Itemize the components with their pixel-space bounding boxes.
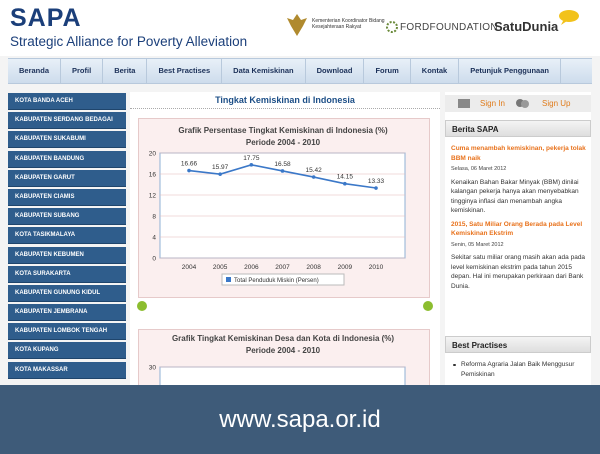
sidebar-item[interactable]: KOTA MAKASSAR <box>8 361 126 379</box>
box-heading: Best Practises <box>445 336 591 353</box>
y-tick-label: 0 <box>152 256 156 263</box>
main-content: Tingkat Kemiskinan di Indonesia Grafik P… <box>130 92 440 401</box>
legend-swatch <box>226 277 231 282</box>
sidebar-item[interactable]: KABUPATEN LOMBOK TENGAH <box>8 323 126 341</box>
data-label: 13.33 <box>368 178 385 185</box>
chart: Grafik Persentase Tingkat Kemiskinan di … <box>149 126 406 286</box>
partner[interactable]: Kementerian Koordinator Bidang Kesejahte… <box>312 18 385 30</box>
sidebar-item[interactable]: KABUPATEN BANDUNG <box>8 150 126 168</box>
auth-bar: Sign In Sign Up <box>445 95 591 112</box>
x-tick-label: 2010 <box>369 264 384 271</box>
news-date: Senin, 05 Maret 2012 <box>451 241 504 248</box>
point <box>343 181 347 186</box>
sidebar-item[interactable]: KOTA BANDA ACEH <box>8 93 126 110</box>
x-tick-label: 2008 <box>306 264 321 271</box>
partner[interactable]: FORDFOUNDATION <box>400 22 498 33</box>
bullet <box>453 363 456 366</box>
sidebar-item[interactable]: KABUPATEN KEBUMEN <box>8 246 126 264</box>
sidebar-item[interactable]: KOTA SURAKARTA <box>8 265 126 283</box>
data-label: 14.15 <box>337 174 354 181</box>
news-list: Cuma menambah kemiskinan, pekerja tolak … <box>451 144 587 295</box>
chart-subtitle: Periode 2004 - 2010 <box>246 138 321 147</box>
y-tick-label: 8 <box>152 214 156 221</box>
nav-item[interactable]: Kontak <box>411 59 460 83</box>
x-tick-label: 2007 <box>275 264 290 271</box>
sidebar-item[interactable]: KOTA TASIKMALAYA <box>8 227 126 245</box>
sidebar-item[interactable]: KABUPATEN SERDANG BEDAGAI <box>8 112 126 130</box>
x-tick-label: 2006 <box>244 264 259 271</box>
nav-item[interactable]: Profil <box>61 59 104 83</box>
sign-in[interactable]: Sign In <box>480 99 505 108</box>
best-item[interactable]: Reforma Agraria Jalan Baik Menggusur Pem… <box>451 360 587 379</box>
chart: Grafik Tingkat Kemiskinan Desa dan Kota … <box>149 334 406 389</box>
header: SAPA Strategic Alliance for Poverty Alle… <box>0 0 600 56</box>
nav-bar: Beranda Profil Berita Best Practises Data Ke… <box>8 58 592 84</box>
point <box>249 163 254 167</box>
garuda-icon <box>287 14 307 36</box>
chart-title: Grafik Tingkat Kemiskinan Desa dan Kota … <box>172 334 394 343</box>
point <box>218 172 222 176</box>
sidebar-item[interactable]: KABUPATEN JEMBRANA <box>8 304 126 322</box>
chart-subtitle: Periode 2004 - 2010 <box>246 346 321 355</box>
tagline: Strategic Alliance for Poverty Alleviati… <box>10 34 248 49</box>
news-text: Sekitar satu miliar orang masih akan ada… <box>451 254 586 290</box>
point <box>280 169 285 173</box>
sidebar-item[interactable]: KABUPATEN GARUT <box>8 169 126 187</box>
news-title[interactable]: 2015, Satu Miliar Orang Berada pada Leve… <box>451 220 583 238</box>
x-tick-label: 2009 <box>338 264 353 271</box>
ford-icon <box>386 21 398 33</box>
point <box>374 186 378 190</box>
x-tick-label: 2005 <box>213 264 228 271</box>
y-tick-label: 12 <box>149 193 157 200</box>
sidebar-item[interactable]: KABUPATEN CIAMIS <box>8 188 126 206</box>
news-text: Kenaikan Bahan Bakar Minyak (BBM) dinila… <box>451 178 579 215</box>
nav-item[interactable]: Forum <box>364 59 411 83</box>
logo[interactable]: SAPA <box>10 4 82 32</box>
nav-item[interactable]: Beranda <box>8 59 62 83</box>
news-date: Selasa, 06 Maret 2012 <box>451 166 507 172</box>
data-label: 16.66 <box>181 161 198 168</box>
user-icon <box>458 99 470 108</box>
best-text: Reforma Agraria Jalan Baik Menggusur Pem… <box>461 361 575 378</box>
sidebar-item[interactable]: KABUPATEN SUBANG <box>8 208 126 226</box>
plot-area <box>159 152 406 259</box>
sign-up[interactable]: Sign Up <box>542 99 571 108</box>
data-label: 15.42 <box>306 167 323 174</box>
nav-item[interactable]: Download <box>306 59 365 83</box>
y-tick-label: 30 <box>149 365 157 372</box>
sidebar-item[interactable]: KOTA KUPANG <box>8 342 126 360</box>
partner[interactable]: SatuDunia <box>494 19 559 34</box>
sidebar: KOTA BANDA ACEH KABUPATEN SERDANG BEDAGAI… <box>8 93 126 381</box>
nav-item[interactable]: Berita <box>103 59 148 83</box>
data-label: 17.75 <box>243 155 260 162</box>
next-arrow[interactable] <box>423 301 433 311</box>
point <box>187 168 191 173</box>
users-icon <box>516 99 529 108</box>
y-tick-label: 16 <box>149 172 157 179</box>
news-title[interactable]: Cuma menambah kemiskinan, pekerja tolak … <box>451 145 586 162</box>
prev-arrow[interactable] <box>137 301 147 311</box>
chart-title: Grafik Persentase Tingkat Kemiskinan di … <box>178 126 388 135</box>
footer-url: www.sapa.or.id <box>0 385 600 454</box>
legend-box <box>221 273 345 286</box>
section-heading: Tingkat Kemiskinan di Indonesia <box>130 95 440 109</box>
x-tick-label: 2004 <box>182 264 197 271</box>
y-tick-label: 4 <box>152 235 156 242</box>
y-tick-label: 20 <box>149 151 157 158</box>
nav-item[interactable]: Best Practises <box>147 59 223 83</box>
sidebar-item[interactable]: KABUPATEN SUKABUMI <box>8 131 126 149</box>
nav-item[interactable]: Data Kemiskinan <box>222 59 306 83</box>
box-heading: Berita SAPA <box>445 120 591 137</box>
satu-icon <box>559 10 579 25</box>
legend-label: Total Penduduk Miskin (Persen) <box>234 278 319 284</box>
point <box>311 175 316 179</box>
best-list: Reforma Agraria Jalan Baik Menggusur Pem… <box>451 360 587 379</box>
nav-item[interactable]: Petunjuk Penggunaan <box>459 59 561 83</box>
sidebar-item[interactable]: KABUPATEN GUNUNG KIDUL <box>8 284 126 302</box>
data-label: 16.58 <box>274 161 291 168</box>
data-label: 15.97 <box>212 164 229 171</box>
right-sidebar: Sign In Sign Up Berita SAPA Cuma menamba… <box>445 92 591 392</box>
